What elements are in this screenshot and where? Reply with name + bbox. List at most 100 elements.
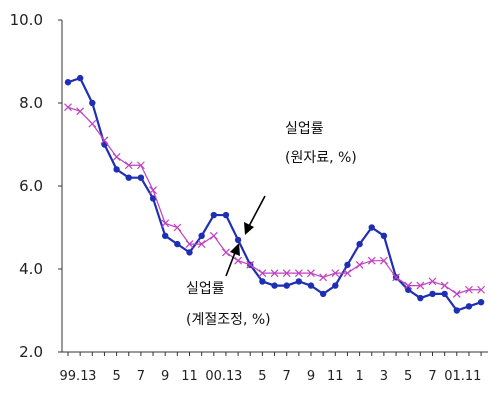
data-point [331, 269, 340, 278]
x-tick-label: 3 [234, 369, 242, 384]
data-point [452, 289, 461, 298]
data-point [246, 260, 255, 269]
data-point [283, 282, 290, 289]
data-point [174, 240, 181, 248]
x-tick-label: 7 [428, 369, 436, 384]
data-point [270, 269, 279, 278]
annotation-sa: 실업률 (계절조정, %) [186, 243, 271, 328]
annotation-raw: 실업률 (원자료, %) [244, 121, 357, 235]
annotation-raw-arrow [247, 195, 266, 229]
data-point [428, 277, 437, 286]
x-tick-label: 00.1 [205, 369, 234, 384]
data-point [307, 269, 315, 278]
data-point [343, 269, 352, 278]
data-point [186, 249, 193, 256]
x-tick-label: 5 [112, 369, 120, 384]
data-point [404, 281, 413, 290]
x-tick-label: 1 [355, 369, 363, 384]
data-point [112, 153, 121, 161]
data-point [149, 195, 157, 202]
data-point [209, 231, 218, 240]
data-point [405, 286, 412, 293]
data-point [355, 260, 364, 269]
x-tick-label: 7 [283, 369, 291, 384]
data-point [441, 290, 448, 298]
data-point [344, 261, 351, 269]
data-point [429, 290, 436, 298]
data-point [465, 285, 473, 294]
x-tick-label: 11 [181, 369, 198, 384]
x-tick-label: 3 [88, 369, 96, 384]
data-point [161, 219, 170, 228]
data-point [368, 224, 375, 231]
x-tick-label: 99.1 [60, 369, 89, 384]
data-point [198, 232, 205, 239]
series-line [67, 76, 482, 312]
data-point [136, 161, 145, 170]
data-point [319, 290, 327, 298]
data-point [210, 211, 217, 219]
y-tick-label: 8.0 [19, 94, 43, 112]
data-point [113, 166, 120, 173]
y-tick-label: 10.0 [10, 11, 43, 29]
annotation-sa-line1: 실업률 [186, 281, 225, 297]
y-tick-label: 6.0 [19, 177, 43, 195]
series-line [67, 106, 482, 295]
data-point [332, 282, 339, 289]
data-point [173, 223, 182, 232]
annotation-sa-line2: (계절조정, %) [186, 312, 271, 328]
data-point [477, 299, 485, 306]
x-tick-label: 5 [258, 369, 266, 384]
data-point [222, 248, 230, 257]
annotation-raw-line1: 실업률 [285, 121, 324, 137]
annotation-raw-line2: (원자료, %) [285, 150, 357, 166]
annotation-raw-arrowhead [244, 222, 254, 235]
axes [61, 20, 488, 353]
data-point [356, 240, 363, 248]
data-point [76, 74, 84, 82]
data-point [124, 161, 133, 170]
data-point [89, 99, 96, 107]
data-point [465, 303, 473, 310]
data-point [453, 307, 460, 314]
data-point [319, 273, 328, 282]
data-point [392, 273, 400, 282]
data-point [416, 281, 425, 290]
data-point [64, 103, 72, 112]
data-point [162, 232, 169, 239]
x-tick-labels: 99.1 3 5 7 9 11 00.1 3 5 7 9 11 1 3 5 7 01.11 [60, 352, 482, 384]
annotation-sa-arrowhead [230, 243, 240, 256]
data-point [307, 282, 315, 289]
data-point [125, 174, 132, 181]
data-point [440, 281, 449, 290]
data-point [137, 174, 145, 181]
x-tick-label: 01.11 [444, 369, 481, 384]
data-point [259, 278, 266, 285]
data-point [282, 269, 291, 278]
data-point [258, 269, 267, 278]
x-tick-label: 3 [380, 369, 388, 384]
x-tick-label: 9 [161, 369, 169, 384]
y-tick-label: 2.0 [19, 343, 43, 361]
data-point [380, 232, 388, 239]
data-point [379, 256, 388, 265]
data-point [295, 278, 303, 285]
x-tick-label: 7 [137, 369, 145, 384]
data-point [294, 269, 303, 278]
y-tick-label: 4.0 [19, 260, 43, 278]
data-point [149, 186, 157, 195]
data-point [76, 107, 85, 116]
data-point [477, 285, 486, 294]
data-point [271, 282, 278, 289]
data-point [234, 236, 242, 244]
series-1 [64, 103, 486, 298]
data-point [185, 240, 194, 249]
x-tick-label: 9 [307, 369, 315, 384]
data-point [234, 256, 243, 265]
data-point [417, 294, 424, 302]
annotation-sa-arrow [225, 249, 237, 277]
x-tick-label: 5 [404, 369, 412, 384]
data-point [88, 119, 97, 128]
data-point [367, 256, 376, 265]
